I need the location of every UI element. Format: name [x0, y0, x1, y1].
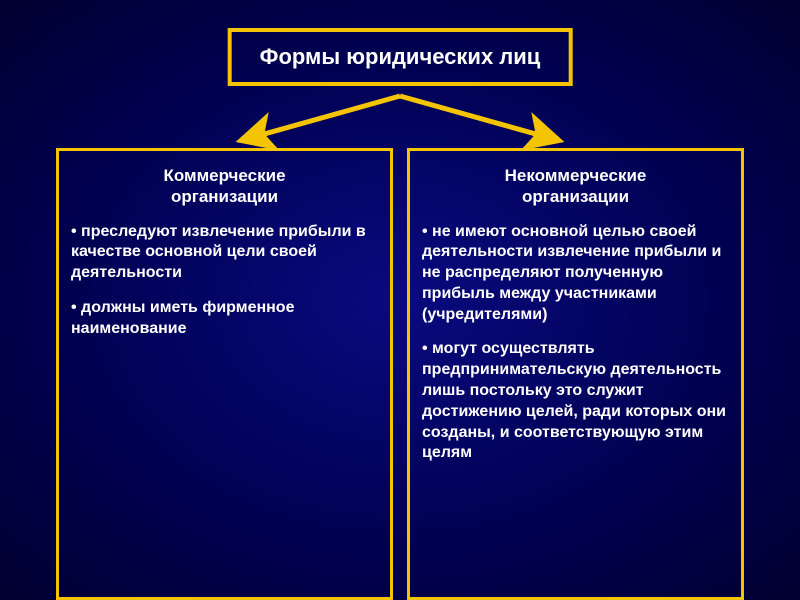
left-bullet-1: должны иметь фирменное наименование — [71, 298, 378, 340]
right-bullet-1: могут осуществлять предпринимательскую д… — [422, 339, 729, 464]
left-heading: Коммерческие организации — [71, 165, 378, 208]
right-heading: Некоммерческие организации — [422, 165, 729, 208]
title-box: Формы юридических лиц — [228, 28, 573, 86]
arrow-right — [400, 96, 550, 138]
left-column: Коммерческие организации преследуют извл… — [56, 148, 393, 600]
right-bullet-0: не имеют основной целью своей деятельнос… — [422, 222, 729, 326]
title-text: Формы юридических лиц — [260, 44, 541, 70]
right-heading-line1: Некоммерческие — [505, 166, 647, 185]
right-heading-line2: организации — [522, 187, 629, 206]
columns: Коммерческие организации преследуют извл… — [56, 148, 744, 600]
left-bullet-0: преследуют извлечение прибыли в качестве… — [71, 222, 378, 284]
right-column: Некоммерческие организации не имеют осно… — [407, 148, 744, 600]
left-heading-line2: организации — [171, 187, 278, 206]
left-heading-line1: Коммерческие — [163, 166, 285, 185]
arrow-left — [250, 96, 400, 138]
